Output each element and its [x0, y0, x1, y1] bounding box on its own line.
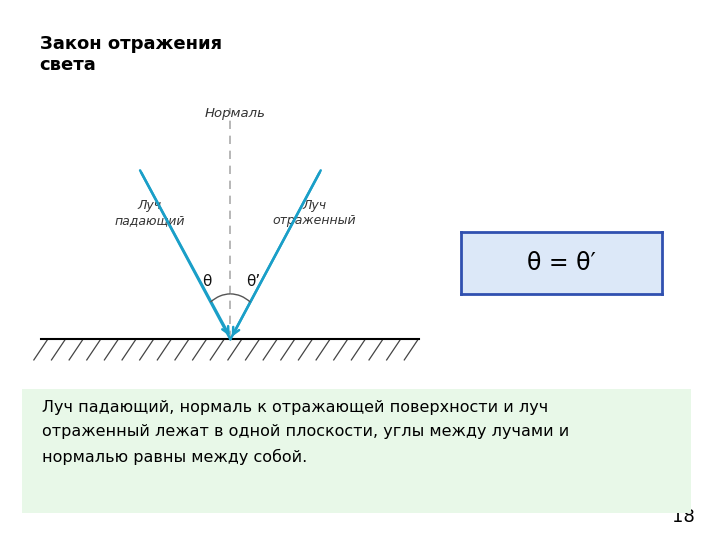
- Text: Луч падающий, нормаль к отражающей поверхности и луч
отраженный лежат в одной пл: Луч падающий, нормаль к отражающей повер…: [42, 400, 569, 465]
- Text: θ: θ: [202, 274, 211, 289]
- Text: Нормаль: Нормаль: [205, 106, 266, 120]
- Text: Луч
падающий: Луч падающий: [114, 199, 185, 227]
- Text: θ’: θ’: [246, 274, 260, 289]
- Text: θ = θ′: θ = θ′: [527, 251, 596, 275]
- Text: Закон отражения
света: Закон отражения света: [40, 35, 222, 74]
- Text: Луч
отраженный: Луч отраженный: [273, 199, 356, 227]
- Text: 18: 18: [672, 509, 695, 526]
